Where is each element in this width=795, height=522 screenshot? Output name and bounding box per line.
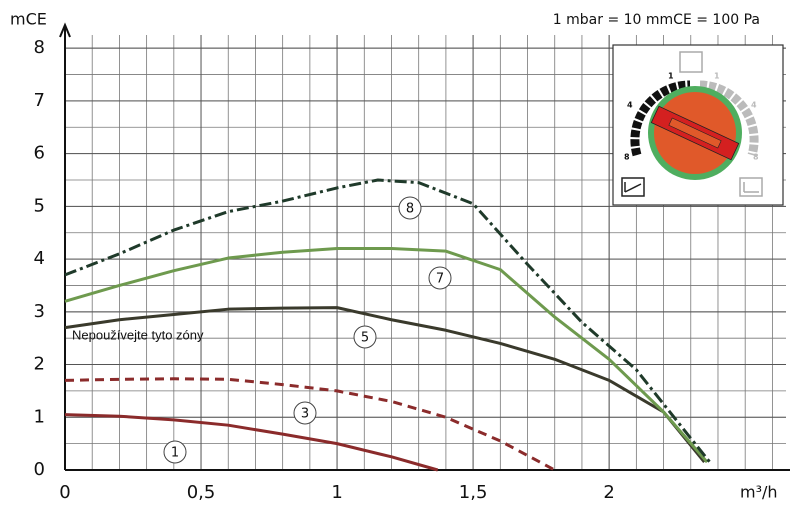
curve [64,377,556,472]
x-tick-label: 1 [331,482,342,503]
y-tick-label: 6 [34,143,45,164]
y-tick-label: 7 [34,90,45,111]
x-axis-label: m³/h [740,483,778,502]
dial-label: 4 [751,101,757,110]
y-tick-label: 1 [34,406,45,427]
legend-label: 7 [436,272,444,287]
dial-label: 8 [753,153,759,162]
x-tick-label: 0,5 [187,482,216,503]
curve-label-circle [163,440,187,464]
legend-label: 8 [406,202,414,217]
y-tick-label: 2 [34,354,45,375]
y-tick-label: 3 [34,301,45,322]
curve-label-circle [398,196,422,220]
y-axis-label: mCE [10,10,47,29]
curve [64,413,439,472]
legend-label: 5 [361,331,369,346]
y-tick-label: 0 [34,459,45,480]
y-tick-label: 5 [34,195,45,216]
legend-label: 1 [171,446,179,461]
legend-label: 3 [301,407,309,422]
curve-label-circle [428,266,452,290]
x-tick-label: 2 [603,482,614,503]
curve [64,178,711,464]
annotation: 1 mbar = 10 mmCE = 100 Pa [553,12,760,28]
y-tick-label: 4 [34,248,45,269]
dial-label: 8 [624,153,630,162]
x-tick-label: 0 [59,482,70,503]
dial-inset: 1 4 8 1 4 8 [612,44,784,206]
dial-label: 1 [668,72,674,81]
curve-label-circle [293,401,317,425]
annotation: Nepoužívejte tyto zóny [72,327,204,342]
curve [64,306,706,464]
dial-label: 1 [714,72,720,81]
x-tick-label: 1,5 [459,482,488,503]
dial-label: 4 [627,101,633,110]
y-tick-label: 8 [34,37,45,58]
curve [64,247,709,464]
curve-label-circle [353,325,377,349]
y-axis-arrow [59,22,71,38]
